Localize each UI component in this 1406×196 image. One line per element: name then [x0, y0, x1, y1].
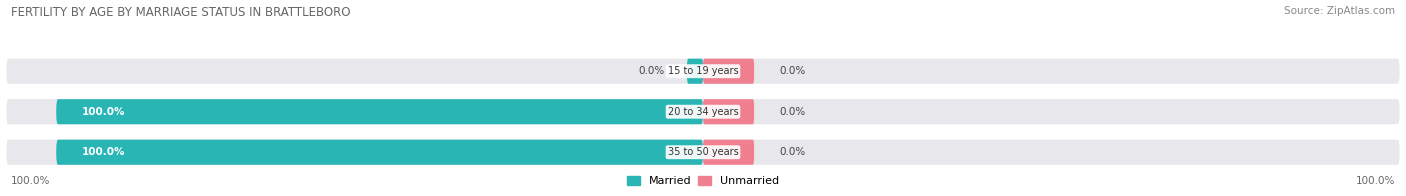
- FancyBboxPatch shape: [703, 140, 754, 165]
- FancyBboxPatch shape: [688, 59, 703, 84]
- Text: 100.0%: 100.0%: [1355, 176, 1395, 186]
- Text: 0.0%: 0.0%: [780, 66, 806, 76]
- Legend: Married, Unmarried: Married, Unmarried: [621, 171, 785, 191]
- Text: 100.0%: 100.0%: [82, 107, 125, 117]
- Text: 100.0%: 100.0%: [11, 176, 51, 186]
- FancyBboxPatch shape: [703, 99, 754, 124]
- FancyBboxPatch shape: [703, 59, 754, 84]
- Text: 15 to 19 years: 15 to 19 years: [668, 66, 738, 76]
- FancyBboxPatch shape: [7, 99, 1399, 124]
- Text: 0.0%: 0.0%: [780, 147, 806, 157]
- Text: FERTILITY BY AGE BY MARRIAGE STATUS IN BRATTLEBORO: FERTILITY BY AGE BY MARRIAGE STATUS IN B…: [11, 6, 350, 19]
- FancyBboxPatch shape: [7, 59, 1399, 84]
- FancyBboxPatch shape: [56, 99, 703, 124]
- Text: 35 to 50 years: 35 to 50 years: [668, 147, 738, 157]
- Text: Source: ZipAtlas.com: Source: ZipAtlas.com: [1284, 6, 1395, 16]
- Text: 100.0%: 100.0%: [82, 147, 125, 157]
- Text: 0.0%: 0.0%: [780, 107, 806, 117]
- FancyBboxPatch shape: [7, 140, 1399, 165]
- Text: 20 to 34 years: 20 to 34 years: [668, 107, 738, 117]
- FancyBboxPatch shape: [56, 140, 703, 165]
- Text: 0.0%: 0.0%: [638, 66, 665, 76]
